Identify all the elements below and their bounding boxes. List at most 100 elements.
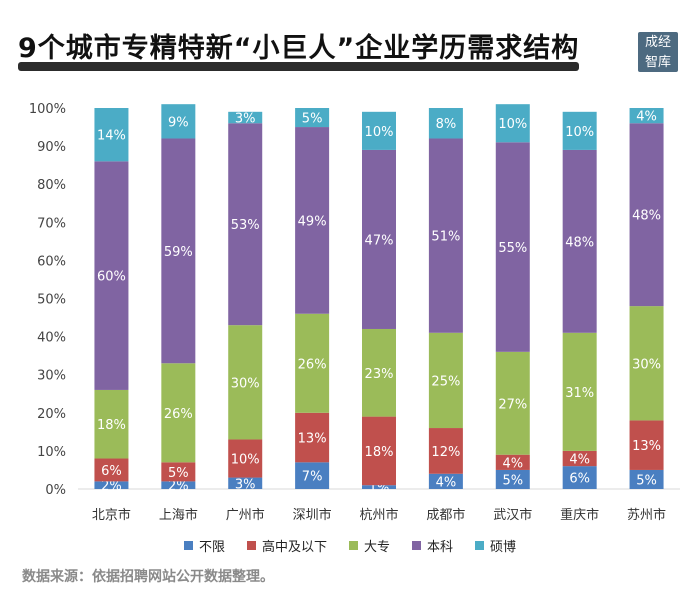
bar-segment [428,428,463,474]
data-label: 4% [502,456,523,471]
legend-swatch [412,541,421,550]
bar-segment [562,332,597,451]
bar-segment [562,149,597,333]
bar-segment [629,306,664,421]
bar-segment [629,469,664,489]
bar-segment [228,477,263,489]
data-source-note: 数据来源：依据招聘网站公开数据整理。 [22,569,274,585]
bar-segment [228,123,263,326]
chart-title: 9个城市专精特新“小巨人”企业学历需求结构 [18,33,580,64]
data-label: 23% [365,367,394,382]
bar-segment [629,420,664,470]
x-tick-label: 重庆市 [560,507,599,523]
x-tick-label: 苏州市 [627,507,666,523]
legend-label: 本科 [427,540,454,555]
x-tick-label: 杭州市 [359,507,398,523]
legend-label: 不限 [198,540,225,555]
data-label: 49% [298,214,327,229]
legend-item: 本科 [412,536,453,555]
bar-segment [295,462,330,489]
legend-item: 硕博 [475,536,516,555]
bar-segment [629,123,664,307]
data-label: 30% [231,376,260,391]
y-tick-label: 50% [37,293,66,308]
data-label: 2% [101,479,122,494]
data-label: 47% [365,233,394,248]
bar-segment [428,332,463,429]
y-tick-label: 80% [37,178,66,193]
bar-segment [362,328,396,417]
data-label: 3% [235,477,256,492]
x-tick-label: 广州市 [226,507,265,523]
bar-segment [228,439,263,478]
bar-segment [94,389,129,459]
bar-segment [295,412,330,463]
y-tick-label: 100% [29,102,66,117]
data-label: 6% [101,464,122,479]
logo-line-2: 智库 [644,54,671,70]
bar-segment [295,313,330,413]
legend-item: 不限 [183,536,225,555]
bar-segment [495,351,530,455]
bar-segment [161,462,196,482]
bar-segment [295,108,330,128]
chart-title-wrap: 9个城市专精特新“小巨人”企业学历需求结构 [18,26,580,71]
bar-segment [362,111,396,150]
legend-item: 大专 [348,536,390,555]
bar-segment [161,481,196,489]
data-label: 53% [231,218,260,233]
data-label: 51% [431,230,460,245]
data-label: 2% [168,479,189,494]
bar-segment [629,108,664,124]
y-tick-label: 40% [37,331,66,346]
data-label: 8% [436,117,457,132]
bar-segment [495,104,530,143]
x-tick-label: 深圳市 [293,507,332,523]
data-label: 4% [569,453,590,468]
chart-legend: 不限 高中及以下 大专 本科 硕博 [0,536,700,555]
bar-segment [161,138,196,364]
data-label: 27% [498,397,527,412]
data-label: 26% [298,357,327,372]
data-label: 18% [97,418,126,433]
x-tick-label: 成都市 [426,507,465,523]
bar-segment [228,325,263,440]
y-tick-label: 30% [37,369,66,384]
legend-item: 高中及以下 [246,536,327,555]
data-label: 6% [569,472,590,487]
bar-segment [428,138,463,333]
bar-segment [562,466,597,489]
bar-segment [562,450,597,467]
bar-segment [428,473,463,489]
data-label: 30% [632,357,661,372]
data-label: 5% [636,473,657,488]
stacked-bar-chart: 0%10%20%30%40%50%60%70%80%90%100%2%6%18%… [29,102,680,523]
data-label: 60% [97,270,126,285]
data-label: 26% [164,407,193,422]
data-label: 13% [298,432,327,447]
bar-segment [428,108,463,139]
legend-label: 硕博 [490,540,517,555]
bar-segment [362,485,396,489]
bar-segment [362,416,396,486]
bar-segment [295,127,330,314]
data-label: 4% [636,110,657,125]
bar-segment [495,454,530,470]
y-tick-label: 20% [37,407,66,422]
data-label: 48% [565,235,594,250]
data-label: 10% [565,125,594,140]
data-label: 14% [97,129,126,144]
data-label: 12% [431,445,460,460]
y-tick-label: 0% [45,483,66,498]
brand-logo: 成经 智库 [638,32,678,72]
data-label: 4% [436,475,457,490]
legend-label: 高中及以下 [261,540,327,555]
x-tick-label: 武汉市 [493,507,532,523]
bar-segment [495,142,530,352]
data-label: 25% [431,374,460,389]
y-tick-label: 10% [37,445,66,460]
y-tick-label: 70% [37,216,66,231]
data-label: 5% [168,466,189,481]
legend-swatch [475,541,485,550]
bar-segment [94,108,129,162]
